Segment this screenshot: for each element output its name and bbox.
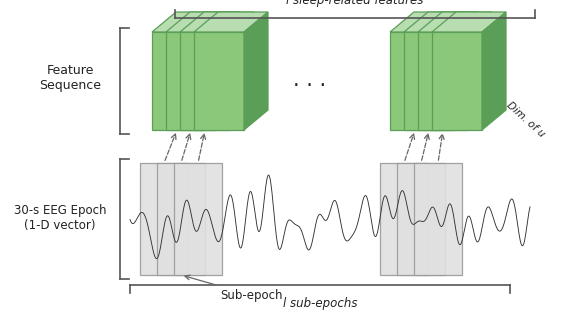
Polygon shape [202,12,226,130]
Polygon shape [397,163,445,275]
Polygon shape [432,32,482,130]
Polygon shape [157,163,205,275]
Polygon shape [152,12,226,32]
Polygon shape [380,163,428,275]
Text: Dim. of u: Dim. of u [505,101,547,140]
Polygon shape [440,12,464,130]
Text: 30-s EEG Epoch
(1-D vector): 30-s EEG Epoch (1-D vector) [14,204,106,232]
Polygon shape [194,32,244,130]
Text: l sub-epochs: l sub-epochs [283,297,358,310]
Polygon shape [180,12,254,32]
Polygon shape [390,12,464,32]
Polygon shape [244,12,268,130]
Polygon shape [468,12,492,130]
Polygon shape [432,12,506,32]
Text: Feature
Sequence: Feature Sequence [39,64,101,92]
Polygon shape [174,163,222,275]
Text: . . .: . . . [293,70,326,90]
Polygon shape [414,163,462,275]
Polygon shape [230,12,254,130]
Polygon shape [390,32,440,130]
Polygon shape [482,12,506,130]
Polygon shape [140,163,188,275]
Polygon shape [418,12,492,32]
Polygon shape [404,12,478,32]
Polygon shape [454,12,478,130]
Polygon shape [180,32,230,130]
Polygon shape [166,32,216,130]
Text: Sub-epoch: Sub-epoch [185,275,282,302]
Polygon shape [404,32,454,130]
Polygon shape [152,32,202,130]
Polygon shape [166,12,240,32]
Polygon shape [418,32,468,130]
Text: l sleep-related features: l sleep-related features [286,0,424,7]
Polygon shape [194,12,268,32]
Polygon shape [216,12,240,130]
